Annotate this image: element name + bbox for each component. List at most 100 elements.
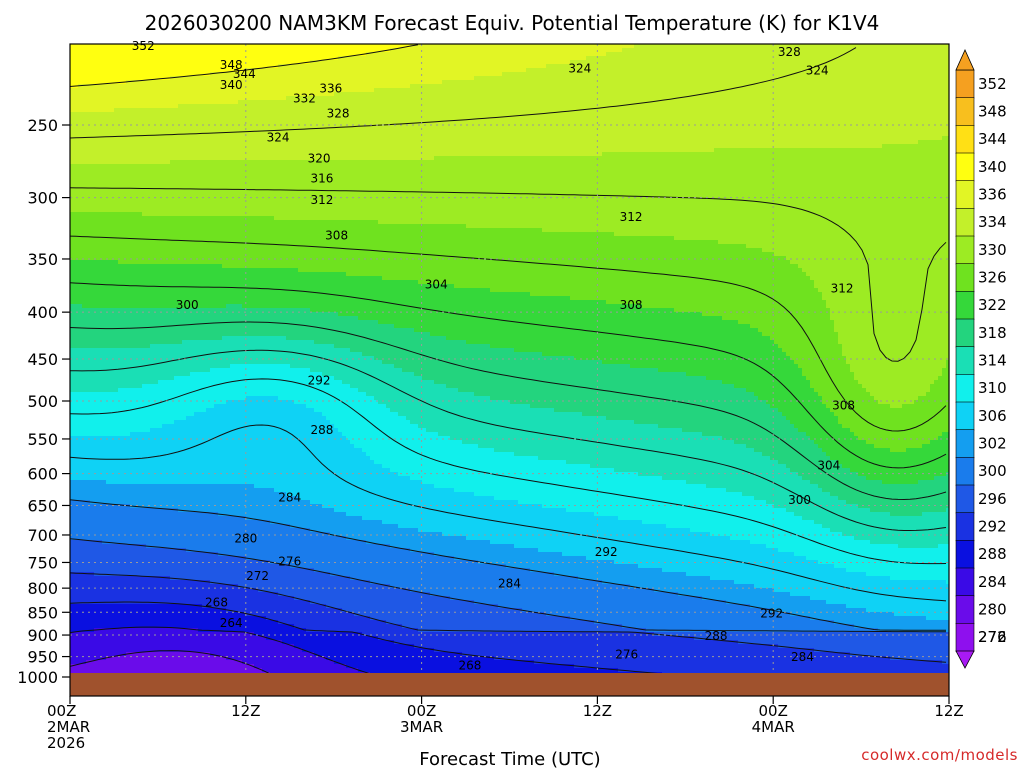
field-cell: [102, 460, 107, 465]
field-cell: [182, 276, 187, 281]
field-cell: [142, 644, 147, 649]
field-cell: [126, 612, 131, 617]
field-cell: [174, 616, 179, 621]
field-cell: [150, 380, 155, 385]
field-cell: [126, 388, 131, 393]
field-cell: [94, 332, 99, 337]
field-cell: [110, 392, 115, 397]
field-cell: [114, 612, 119, 617]
field-cell: [174, 588, 179, 593]
field-cell: [94, 72, 99, 77]
field-cell: [110, 312, 115, 317]
field-cell: [162, 204, 167, 209]
field-cell: [162, 580, 167, 585]
field-cell: [70, 552, 75, 557]
field-cell: [78, 364, 83, 369]
field-cell: [134, 340, 139, 345]
field-cell: [106, 184, 111, 189]
field-cell: [94, 644, 99, 649]
field-cell: [166, 232, 171, 237]
field-cell: [74, 624, 79, 629]
field-cell: [94, 168, 99, 173]
field-cell: [102, 324, 107, 329]
field-cell: [166, 276, 171, 281]
field-cell: [178, 428, 183, 433]
field-cell: [78, 544, 83, 549]
field-cell: [82, 660, 87, 665]
field-cell: [162, 320, 167, 325]
field-cell: [166, 296, 171, 301]
field-cell: [106, 100, 111, 105]
field-cell: [114, 304, 119, 309]
field-cell: [74, 204, 79, 209]
field-cell: [90, 192, 95, 197]
field-cell: [78, 288, 83, 293]
field-cell: [98, 440, 103, 445]
field-cell: [186, 412, 191, 417]
field-cell: [102, 200, 107, 205]
field-cell: [98, 204, 103, 209]
field-cell: [122, 572, 127, 577]
field-cell: [98, 288, 103, 293]
field-cell: [102, 276, 107, 281]
field-cell: [166, 668, 171, 673]
field-cell: [130, 188, 135, 193]
field-cell: [102, 452, 107, 457]
field-cell: [182, 648, 187, 653]
field-cell: [170, 76, 175, 81]
field-cell: [102, 300, 107, 305]
field-cell: [178, 148, 183, 153]
field-cell: [110, 244, 115, 249]
field-cell: [74, 148, 79, 153]
field-cell: [82, 176, 87, 181]
field-cell: [90, 656, 95, 661]
field-cell: [190, 128, 195, 133]
field-cell: [174, 156, 179, 161]
field-cell: [122, 528, 127, 533]
field-cell: [150, 492, 155, 497]
field-cell: [90, 552, 95, 557]
field-cell: [162, 400, 167, 405]
field-cell: [150, 140, 155, 145]
field-cell: [90, 256, 95, 261]
field-cell: [102, 376, 107, 381]
field-cell: [150, 144, 155, 149]
field-cell: [130, 468, 135, 473]
field-cell: [134, 536, 139, 541]
field-cell: [90, 496, 95, 501]
field-cell: [146, 608, 151, 613]
field-cell: [178, 552, 183, 557]
field-cell: [78, 244, 83, 249]
field-cell: [138, 76, 143, 81]
field-cell: [126, 520, 131, 525]
field-cell: [158, 312, 163, 317]
field-cell: [102, 516, 107, 521]
field-cell: [182, 612, 187, 617]
field-cell: [134, 408, 139, 413]
field-cell: [94, 624, 99, 629]
field-cell: [166, 300, 171, 305]
field-cell: [74, 444, 79, 449]
field-cell: [114, 144, 119, 149]
field-cell: [190, 352, 195, 357]
field-cell: [154, 468, 159, 473]
field-cell: [106, 148, 111, 153]
field-cell: [106, 616, 111, 621]
field-cell: [90, 88, 95, 93]
field-cell: [98, 448, 103, 453]
field-cell: [146, 160, 151, 165]
field-cell: [110, 292, 115, 297]
field-cell: [130, 292, 135, 297]
field-cell: [102, 260, 107, 265]
field-cell: [174, 404, 179, 409]
field-cell: [170, 536, 175, 541]
field-cell: [130, 232, 135, 237]
field-cell: [186, 616, 191, 621]
field-cell: [158, 604, 163, 609]
field-cell: [90, 296, 95, 301]
field-cell: [94, 124, 99, 129]
field-cell: [162, 664, 167, 669]
field-cell: [178, 476, 183, 481]
field-cell: [130, 568, 135, 573]
field-cell: [70, 624, 75, 629]
